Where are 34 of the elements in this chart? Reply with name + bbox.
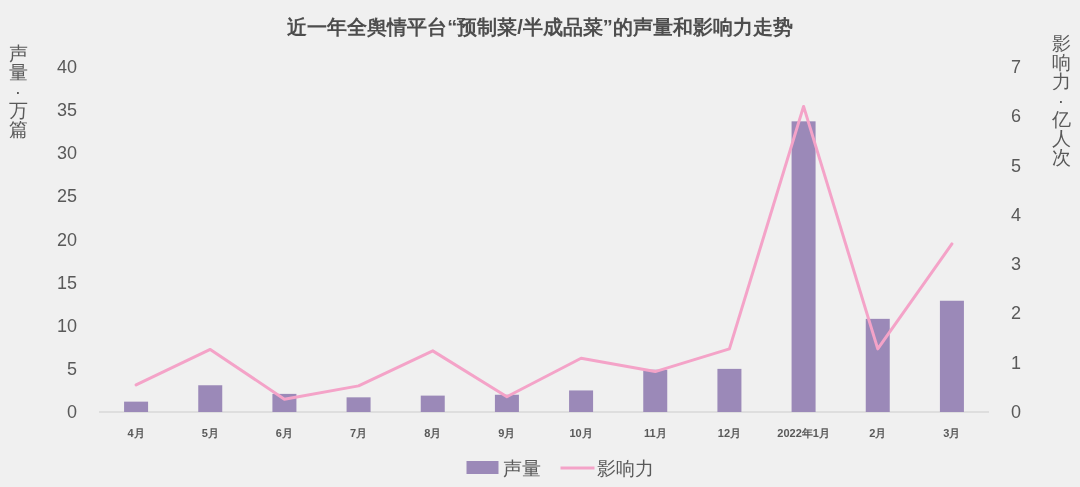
- x-tick-label: 8月: [424, 427, 442, 439]
- y2label: 影响力·亿人次: [1051, 33, 1071, 168]
- y2-tick-label: 0: [1010, 402, 1022, 422]
- x-tick-label: 12月: [717, 427, 742, 439]
- y-tick-label: 0: [66, 402, 77, 422]
- x-tick-label: 11月: [643, 427, 667, 439]
- y2-tick-label: 1: [1010, 352, 1022, 373]
- x-tick-label: 2022年1月: [777, 427, 830, 439]
- x-tick-label: 5月: [201, 427, 219, 439]
- y2-tick-label: 6: [1010, 106, 1022, 127]
- y2-tick-label: 4: [1010, 204, 1022, 225]
- y-tick-label: 35: [56, 100, 77, 121]
- y-tick-label: 5: [66, 358, 77, 379]
- y-tick-label: 15: [56, 272, 77, 293]
- x-tick-label: 6月: [275, 427, 293, 439]
- y-tick-label: 20: [56, 229, 77, 250]
- title: 近一年全舆情平台“预制菜/半成品菜”的声量和影响力走势: [287, 16, 793, 38]
- legend-label: 影响力: [596, 458, 654, 479]
- y-tick-label: 40: [56, 57, 77, 77]
- x-tick-label: 4月: [127, 427, 145, 439]
- y-tick-label: 25: [56, 186, 77, 207]
- x-tick-label: 7月: [350, 427, 368, 439]
- y-tick-label: 10: [56, 315, 77, 336]
- y2-tick-label: 3: [1010, 254, 1022, 275]
- y2-tick-label: 7: [1010, 57, 1022, 77]
- y-tick-label: 30: [56, 143, 77, 164]
- y2-tick-label: 5: [1010, 155, 1022, 176]
- x-tick-label: 2月: [869, 427, 887, 439]
- y2-tick-label: 2: [1010, 303, 1022, 324]
- legend-label: 声量: [502, 458, 541, 479]
- ylabel: 声量·万篇: [8, 43, 28, 140]
- x-tick-label: 10月: [569, 427, 593, 439]
- x-tick-label: 3月: [943, 427, 961, 439]
- x-tick-label: 9月: [498, 427, 516, 439]
